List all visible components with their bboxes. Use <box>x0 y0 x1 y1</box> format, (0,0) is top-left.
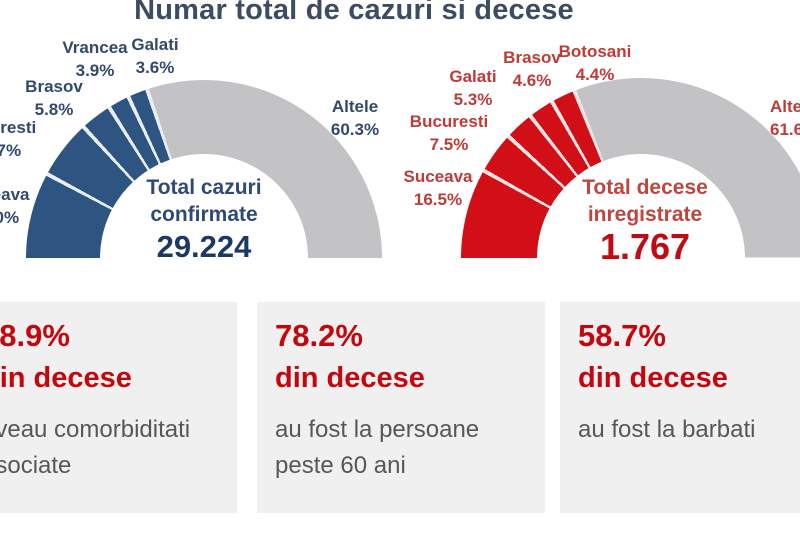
stat-comorbidities-desc: aveau comorbiditati asociate <box>0 416 191 479</box>
stat-card-over60 <box>257 302 545 513</box>
stat-comorbidities-title: din decese <box>0 362 132 394</box>
label-cases-brasov: Brasov 5.8% <box>25 77 83 119</box>
label-deaths-altele: Altele 61.6% <box>770 97 800 139</box>
deaths-center-text: Total decese inregistrate 1.767 <box>525 174 765 267</box>
cases-center-line1: Total cazuri <box>146 176 262 199</box>
stat-over60-desc: au fost la persoane peste 60 ani <box>275 416 480 479</box>
cases-center-line2: confirmate <box>150 203 258 226</box>
page-title: Numar total de cazuri si decese <box>134 0 574 26</box>
stat-comorbidities-pct: 88.9% <box>0 318 70 353</box>
stat-over60-title: din decese <box>275 362 425 394</box>
cases-center-text: Total cazuri confirmate 29.224 <box>84 174 324 264</box>
stat-comorbidities: 88.9% din decese aveau comorbiditati aso… <box>0 318 190 484</box>
cases-total-value: 29.224 <box>156 229 252 264</box>
stat-men-title: din decese <box>578 362 728 394</box>
label-cases-altele: Altele 60.3% <box>330 97 380 139</box>
label-cases-galati: Galati 3.6% <box>131 35 179 77</box>
deaths-center-line2: inregistrate <box>587 203 703 226</box>
stat-over60-pct: 78.2% <box>275 318 363 353</box>
stat-men-desc: au fost la barbati <box>578 416 756 443</box>
label-cases-suceava: Suceava 16.0% <box>0 185 30 227</box>
stat-card-men <box>560 302 800 513</box>
stat-card-comorbidities <box>0 302 237 513</box>
label-cases-bucuresti: Bucuresti 10.7% <box>0 118 37 160</box>
label-deaths-galati: Galati 5.3% <box>449 67 497 109</box>
stat-men-pct: 58.7% <box>578 318 666 353</box>
label-deaths-brasov: Brasov 4.6% <box>503 48 561 90</box>
label-deaths-botosani: Botosani 4.4% <box>558 42 632 84</box>
stat-men: 58.7% din decese au fost la barbati <box>578 318 755 448</box>
stat-over60: 78.2% din decese au fost la persoane pes… <box>275 318 479 484</box>
label-cases-vrancea: Vrancea 3.9% <box>62 38 128 80</box>
deaths-total-value: 1.767 <box>599 226 691 267</box>
label-deaths-suceava: Suceava 16.5% <box>403 167 473 209</box>
label-deaths-bucuresti: Bucuresti 7.5% <box>409 112 489 154</box>
deaths-center-line1: Total decese <box>582 176 708 199</box>
